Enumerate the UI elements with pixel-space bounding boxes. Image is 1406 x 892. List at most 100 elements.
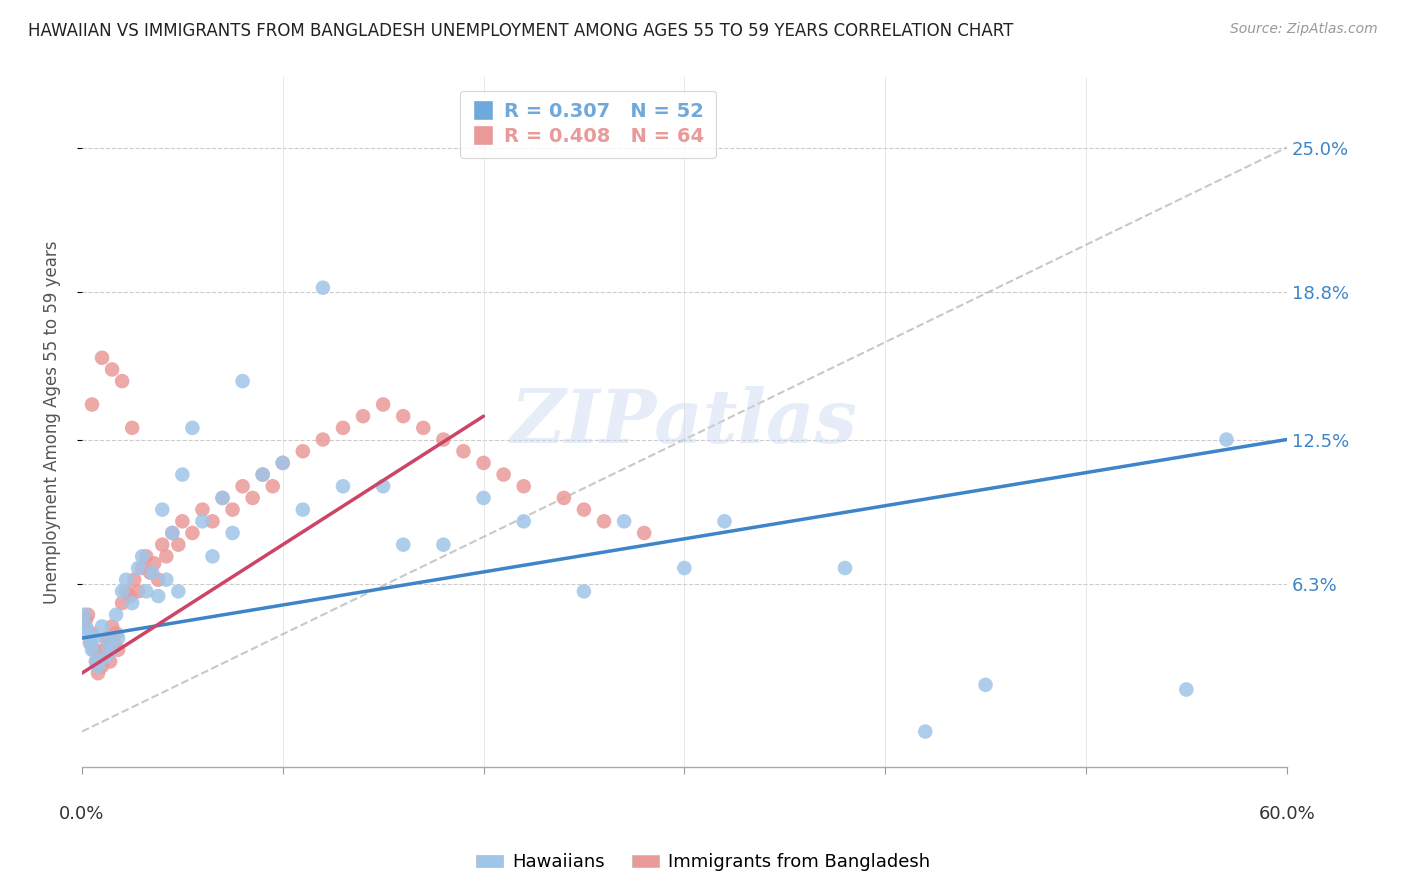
- Point: [332, 421, 354, 435]
- Point: [94, 649, 117, 664]
- Point: [135, 584, 157, 599]
- Point: [312, 433, 335, 447]
- Point: [75, 612, 97, 626]
- Text: 60.0%: 60.0%: [1258, 805, 1315, 823]
- Point: [673, 561, 696, 575]
- Point: [373, 479, 395, 493]
- Point: [103, 636, 125, 650]
- Point: [91, 351, 114, 365]
- Point: [713, 514, 735, 528]
- Point: [98, 655, 121, 669]
- Point: [94, 631, 117, 645]
- Point: [572, 502, 595, 516]
- Point: [613, 514, 636, 528]
- Point: [312, 281, 335, 295]
- Point: [221, 502, 243, 516]
- Point: [191, 502, 214, 516]
- Point: [91, 659, 114, 673]
- Text: 0.0%: 0.0%: [59, 805, 104, 823]
- Text: Source: ZipAtlas.com: Source: ZipAtlas.com: [1230, 22, 1378, 37]
- Point: [87, 666, 110, 681]
- Point: [148, 589, 170, 603]
- Point: [432, 538, 454, 552]
- Point: [73, 619, 96, 633]
- Point: [121, 596, 143, 610]
- Point: [291, 502, 314, 516]
- Point: [181, 526, 204, 541]
- Point: [262, 479, 284, 493]
- Point: [472, 491, 495, 505]
- Point: [83, 642, 105, 657]
- Point: [633, 526, 655, 541]
- Point: [201, 549, 224, 564]
- Point: [232, 374, 254, 388]
- Point: [97, 636, 120, 650]
- Point: [115, 573, 138, 587]
- Point: [472, 456, 495, 470]
- Point: [271, 456, 294, 470]
- Point: [352, 409, 374, 424]
- Point: [122, 573, 145, 587]
- Point: [453, 444, 475, 458]
- Point: [83, 631, 105, 645]
- Point: [121, 421, 143, 435]
- Point: [111, 374, 134, 388]
- Point: [392, 538, 415, 552]
- Point: [131, 561, 153, 575]
- Point: [127, 584, 149, 599]
- Point: [141, 566, 163, 580]
- Point: [111, 584, 134, 599]
- Point: [139, 566, 162, 580]
- Point: [1215, 433, 1237, 447]
- Point: [155, 573, 177, 587]
- Text: HAWAIIAN VS IMMIGRANTS FROM BANGLADESH UNEMPLOYMENT AMONG AGES 55 TO 59 YEARS CO: HAWAIIAN VS IMMIGRANTS FROM BANGLADESH U…: [28, 22, 1014, 40]
- Point: [252, 467, 274, 482]
- Point: [79, 636, 101, 650]
- Point: [172, 467, 194, 482]
- Legend: R = 0.307   N = 52, R = 0.408   N = 64: R = 0.307 N = 52, R = 0.408 N = 64: [460, 91, 716, 158]
- Point: [155, 549, 177, 564]
- Point: [914, 724, 936, 739]
- Point: [373, 397, 395, 411]
- Legend: Hawaiians, Immigrants from Bangladesh: Hawaiians, Immigrants from Bangladesh: [468, 847, 938, 879]
- Point: [332, 479, 354, 493]
- Point: [432, 433, 454, 447]
- Point: [105, 607, 128, 622]
- Point: [79, 636, 101, 650]
- Point: [221, 526, 243, 541]
- Point: [172, 514, 194, 528]
- Point: [512, 479, 534, 493]
- Point: [271, 456, 294, 470]
- Point: [97, 636, 120, 650]
- Point: [974, 678, 997, 692]
- Point: [191, 514, 214, 528]
- Point: [115, 584, 138, 599]
- Point: [107, 631, 129, 645]
- Point: [1175, 682, 1198, 697]
- Point: [150, 502, 173, 516]
- Y-axis label: Unemployment Among Ages 55 to 59 years: Unemployment Among Ages 55 to 59 years: [44, 240, 60, 604]
- Point: [101, 362, 124, 376]
- Point: [77, 626, 100, 640]
- Point: [101, 642, 124, 657]
- Point: [75, 619, 97, 633]
- Point: [181, 421, 204, 435]
- Text: ZIPatlas: ZIPatlas: [510, 385, 858, 458]
- Point: [105, 626, 128, 640]
- Point: [120, 589, 142, 603]
- Point: [135, 549, 157, 564]
- Point: [127, 561, 149, 575]
- Point: [252, 467, 274, 482]
- Point: [412, 421, 434, 435]
- Point: [80, 626, 103, 640]
- Point: [89, 649, 111, 664]
- Point: [211, 491, 233, 505]
- Point: [84, 655, 107, 669]
- Point: [111, 596, 134, 610]
- Point: [91, 619, 114, 633]
- Point: [492, 467, 515, 482]
- Point: [131, 549, 153, 564]
- Point: [80, 642, 103, 657]
- Point: [167, 584, 190, 599]
- Point: [93, 642, 115, 657]
